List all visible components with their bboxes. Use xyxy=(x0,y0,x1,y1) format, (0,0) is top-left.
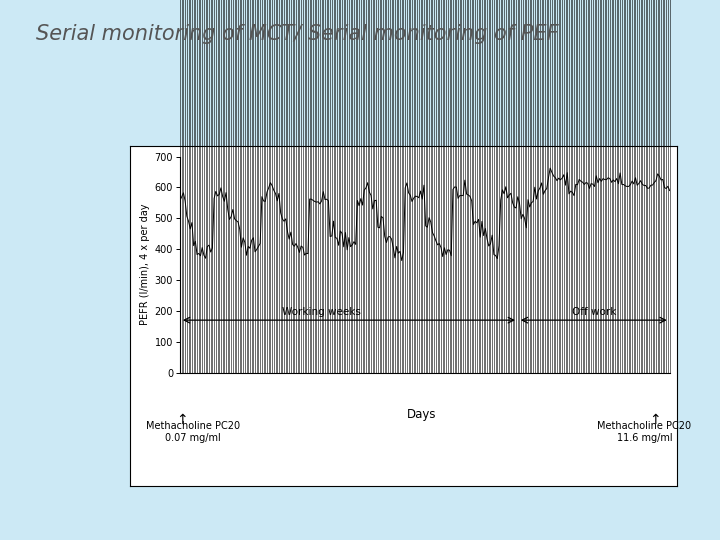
Text: Methacholine PC20
0.07 mg/ml: Methacholine PC20 0.07 mg/ml xyxy=(146,421,240,443)
Text: Off work: Off work xyxy=(572,307,616,317)
Y-axis label: PEFR (l/min), 4 x per day: PEFR (l/min), 4 x per day xyxy=(140,204,150,325)
Text: Methacholine PC20
11.6 mg/ml: Methacholine PC20 11.6 mg/ml xyxy=(598,421,691,443)
Text: Serial monitoring of MCT/ Serial monitoring of PEF: Serial monitoring of MCT/ Serial monitor… xyxy=(36,24,559,44)
Text: ↑: ↑ xyxy=(649,413,661,427)
Text: Days: Days xyxy=(407,408,436,421)
Text: ↑: ↑ xyxy=(176,413,188,427)
Text: Working weeks: Working weeks xyxy=(282,307,361,317)
